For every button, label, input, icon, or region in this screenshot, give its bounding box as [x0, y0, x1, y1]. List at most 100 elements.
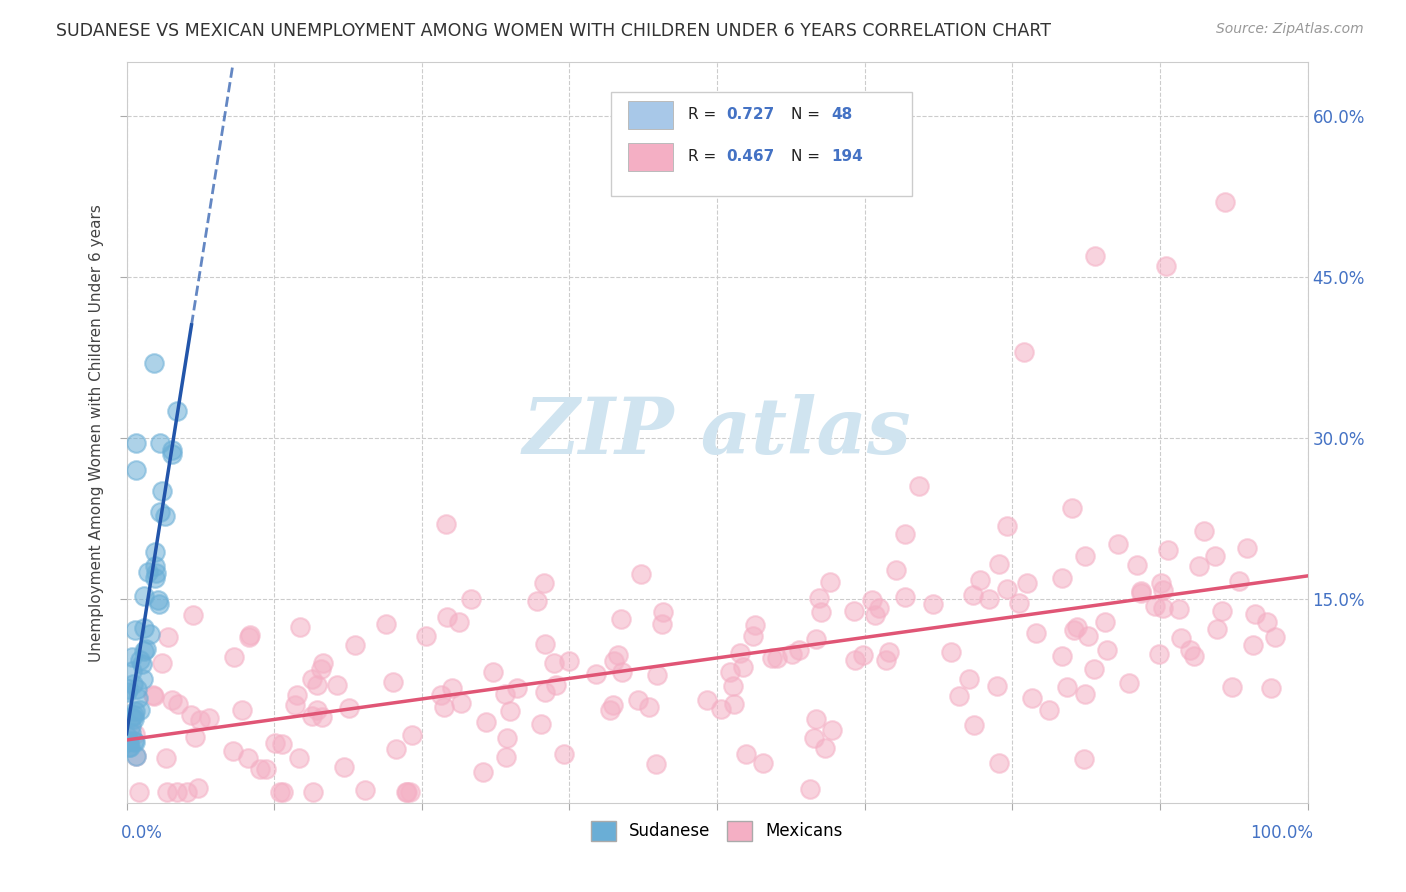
Text: SUDANESE VS MEXICAN UNEMPLOYMENT AMONG WOMEN WITH CHILDREN UNDER 6 YEARS CORRELA: SUDANESE VS MEXICAN UNEMPLOYMENT AMONG W…: [56, 22, 1052, 40]
Point: [176, 785, 198, 799]
Point: [543, 656, 565, 670]
Text: N =: N =: [792, 107, 825, 122]
Point: [544, 678, 567, 692]
Point: [166, 404, 188, 418]
Text: 100.0%: 100.0%: [1250, 824, 1313, 842]
Legend: Sudanese, Mexicans: Sudanese, Mexicans: [585, 814, 849, 847]
Bar: [628, 101, 673, 129]
Point: [1227, 574, 1250, 588]
Point: [139, 627, 162, 641]
Point: [434, 516, 457, 531]
Point: [354, 783, 377, 797]
Point: [821, 723, 844, 737]
Point: [135, 642, 157, 657]
Point: [160, 442, 183, 457]
Y-axis label: Unemployment Among Women with Children Under 6 years: Unemployment Among Women with Children U…: [89, 203, 104, 662]
Point: [460, 592, 482, 607]
Point: [806, 712, 828, 726]
Point: [742, 629, 765, 643]
Point: [284, 698, 307, 712]
Point: [863, 608, 886, 623]
Point: [637, 700, 659, 714]
Point: [1150, 576, 1173, 591]
Point: [1204, 549, 1226, 563]
Point: [441, 681, 464, 696]
Point: [1130, 586, 1153, 600]
Point: [1244, 607, 1267, 622]
Point: [884, 563, 907, 577]
Point: [125, 749, 148, 764]
Point: [803, 731, 825, 745]
Point: [630, 566, 652, 581]
Point: [271, 785, 294, 799]
Point: [499, 704, 522, 718]
Point: [1107, 536, 1129, 550]
Point: [1213, 194, 1236, 209]
Point: [128, 785, 150, 799]
Point: [120, 719, 142, 733]
Point: [1077, 629, 1099, 643]
Point: [125, 749, 148, 764]
Point: [723, 697, 745, 711]
Point: [530, 717, 553, 731]
Point: [1192, 524, 1215, 539]
Point: [718, 665, 741, 680]
Point: [184, 730, 207, 744]
Point: [533, 576, 555, 591]
Point: [134, 622, 156, 636]
Point: [721, 679, 744, 693]
Point: [131, 657, 153, 671]
Point: [120, 726, 142, 740]
Point: [415, 629, 437, 643]
Point: [385, 742, 408, 756]
Point: [1167, 602, 1189, 616]
Point: [302, 785, 325, 799]
Point: [374, 617, 396, 632]
Point: [222, 744, 245, 758]
Point: [1066, 620, 1088, 634]
Point: [651, 616, 673, 631]
FancyBboxPatch shape: [610, 92, 912, 195]
Point: [307, 703, 329, 717]
Point: [143, 689, 166, 703]
Point: [433, 699, 456, 714]
Point: [160, 447, 183, 461]
Point: [1188, 558, 1211, 573]
Point: [752, 756, 775, 770]
Point: [1182, 649, 1205, 664]
Point: [155, 751, 177, 765]
Point: [1038, 703, 1060, 717]
Point: [1095, 642, 1118, 657]
Point: [645, 757, 668, 772]
Point: [553, 747, 575, 761]
Point: [132, 672, 155, 686]
Point: [271, 737, 294, 751]
Point: [128, 703, 150, 717]
Point: [1152, 600, 1174, 615]
Point: [1021, 691, 1043, 706]
Point: [810, 605, 832, 619]
Point: [986, 680, 1008, 694]
Point: [558, 655, 581, 669]
Text: Source: ZipAtlas.com: Source: ZipAtlas.com: [1216, 22, 1364, 37]
Point: [129, 653, 152, 667]
Point: [710, 702, 733, 716]
Point: [450, 696, 472, 710]
Point: [399, 784, 422, 798]
Point: [132, 589, 155, 603]
Point: [868, 601, 890, 615]
Point: [610, 611, 633, 625]
Text: 0.0%: 0.0%: [121, 824, 163, 842]
Point: [249, 762, 271, 776]
Point: [963, 718, 986, 732]
Point: [471, 765, 494, 780]
Point: [180, 708, 202, 723]
Point: [908, 478, 931, 492]
Point: [134, 644, 156, 658]
Point: [799, 782, 821, 797]
Point: [731, 660, 754, 674]
Point: [143, 571, 166, 585]
Point: [807, 591, 830, 605]
Point: [1178, 643, 1201, 657]
Point: [311, 710, 333, 724]
